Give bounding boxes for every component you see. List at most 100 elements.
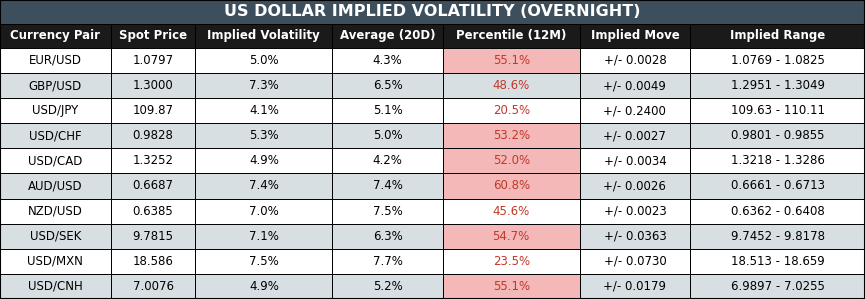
Text: 9.7452 - 9.8178: 9.7452 - 9.8178 — [731, 230, 824, 243]
Bar — [443, 24, 580, 48]
Bar — [580, 24, 690, 48]
Bar — [580, 199, 690, 224]
Text: 7.0076: 7.0076 — [132, 280, 174, 293]
Text: 52.0%: 52.0% — [493, 154, 529, 167]
Text: 4.3%: 4.3% — [373, 54, 402, 67]
Bar — [332, 73, 443, 98]
Text: Spot Price: Spot Price — [119, 29, 187, 42]
Bar — [443, 73, 580, 98]
Text: +/- 0.0026: +/- 0.0026 — [604, 179, 666, 193]
Text: 1.0797: 1.0797 — [132, 54, 174, 67]
Text: Currency Pair: Currency Pair — [10, 29, 100, 42]
Text: +/- 0.0028: +/- 0.0028 — [604, 54, 666, 67]
Bar — [0, 224, 111, 249]
Bar — [195, 173, 332, 199]
Bar — [0, 199, 111, 224]
Text: 18.586: 18.586 — [132, 255, 174, 268]
Bar — [580, 123, 690, 148]
Text: 109.63 - 110.11: 109.63 - 110.11 — [731, 104, 824, 117]
Bar — [332, 98, 443, 123]
Text: USD/SEK: USD/SEK — [29, 230, 81, 243]
Bar — [332, 123, 443, 148]
Bar — [690, 173, 865, 199]
Bar — [690, 73, 865, 98]
Bar — [443, 249, 580, 274]
Bar — [332, 48, 443, 73]
Text: 5.3%: 5.3% — [249, 129, 279, 142]
Text: Implied Volatility: Implied Volatility — [208, 29, 320, 42]
Bar — [195, 123, 332, 148]
Text: GBP/USD: GBP/USD — [29, 79, 82, 92]
Bar — [195, 73, 332, 98]
Bar — [580, 48, 690, 73]
Bar — [111, 199, 195, 224]
Text: 54.7%: 54.7% — [492, 230, 530, 243]
Bar — [332, 274, 443, 299]
Bar — [0, 173, 111, 199]
Bar — [332, 173, 443, 199]
Text: 7.1%: 7.1% — [249, 230, 279, 243]
Text: +/- 0.0730: +/- 0.0730 — [604, 255, 666, 268]
Text: Average (20D): Average (20D) — [340, 29, 435, 42]
Text: AUD/USD: AUD/USD — [28, 179, 83, 193]
Text: 4.2%: 4.2% — [373, 154, 402, 167]
Bar — [332, 249, 443, 274]
Bar — [690, 199, 865, 224]
Bar — [111, 274, 195, 299]
Text: 45.6%: 45.6% — [492, 205, 530, 218]
Text: 5.2%: 5.2% — [373, 280, 402, 293]
Text: 7.5%: 7.5% — [373, 205, 402, 218]
Text: 60.8%: 60.8% — [493, 179, 529, 193]
Bar — [0, 48, 111, 73]
Bar — [332, 199, 443, 224]
Text: 53.2%: 53.2% — [493, 129, 529, 142]
Bar — [195, 24, 332, 48]
Text: 5.1%: 5.1% — [373, 104, 402, 117]
Text: +/- 0.0363: +/- 0.0363 — [604, 230, 666, 243]
Bar — [580, 73, 690, 98]
Text: EUR/USD: EUR/USD — [29, 54, 82, 67]
Text: 18.513 - 18.659: 18.513 - 18.659 — [731, 255, 824, 268]
Bar — [580, 173, 690, 199]
Bar — [111, 224, 195, 249]
Text: 6.5%: 6.5% — [373, 79, 402, 92]
Bar — [0, 148, 111, 173]
Text: 1.3252: 1.3252 — [132, 154, 174, 167]
Bar — [195, 274, 332, 299]
Text: +/- 0.0023: +/- 0.0023 — [604, 205, 666, 218]
Bar — [443, 199, 580, 224]
Text: Implied Range: Implied Range — [730, 29, 825, 42]
Bar — [580, 249, 690, 274]
Bar — [580, 224, 690, 249]
Text: USD/JPY: USD/JPY — [32, 104, 79, 117]
Text: 4.9%: 4.9% — [249, 154, 279, 167]
Bar — [332, 24, 443, 48]
Bar — [111, 123, 195, 148]
Bar — [690, 48, 865, 73]
Bar — [580, 148, 690, 173]
Text: 7.4%: 7.4% — [249, 179, 279, 193]
Bar — [111, 249, 195, 274]
Bar — [443, 148, 580, 173]
Text: US DOLLAR IMPLIED VOLATILITY (OVERNIGHT): US DOLLAR IMPLIED VOLATILITY (OVERNIGHT) — [224, 4, 641, 19]
Bar — [195, 148, 332, 173]
Text: +/- 0.0179: +/- 0.0179 — [604, 280, 666, 293]
Text: +/- 0.0027: +/- 0.0027 — [604, 129, 666, 142]
Text: 0.9828: 0.9828 — [132, 129, 174, 142]
Text: 0.6385: 0.6385 — [132, 205, 174, 218]
Bar — [332, 148, 443, 173]
Text: Percentile (12M): Percentile (12M) — [456, 29, 567, 42]
Text: 7.4%: 7.4% — [373, 179, 402, 193]
Bar — [0, 274, 111, 299]
Bar — [195, 48, 332, 73]
Bar — [580, 98, 690, 123]
Bar — [111, 98, 195, 123]
Text: 9.7815: 9.7815 — [132, 230, 174, 243]
Text: 20.5%: 20.5% — [493, 104, 529, 117]
Text: 6.9897 - 7.0255: 6.9897 - 7.0255 — [731, 280, 824, 293]
Text: 7.0%: 7.0% — [249, 205, 279, 218]
Bar — [332, 224, 443, 249]
Text: 109.87: 109.87 — [132, 104, 174, 117]
Bar — [443, 274, 580, 299]
Text: USD/CHF: USD/CHF — [29, 129, 81, 142]
